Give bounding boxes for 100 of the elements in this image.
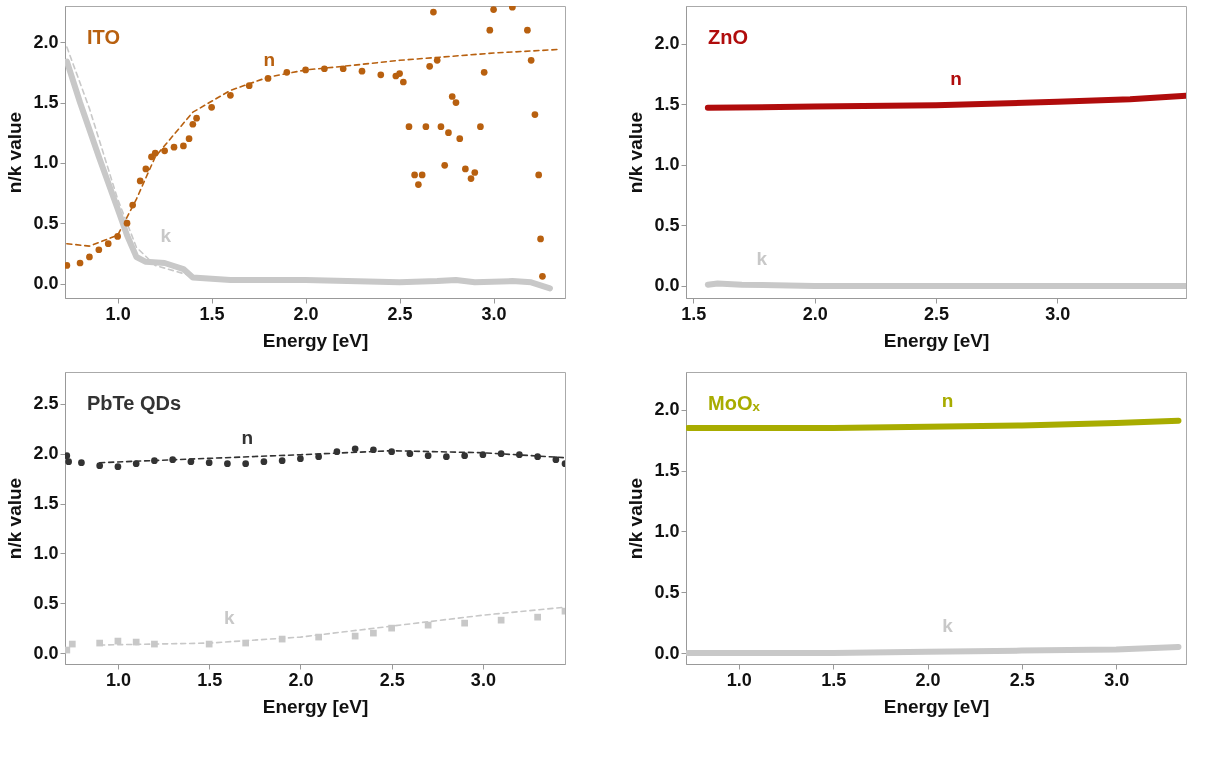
point [461,452,468,460]
point [68,640,76,648]
point [129,201,137,209]
point [448,93,456,100]
x-tick-label: 3.0 [1045,303,1071,324]
point [462,165,469,173]
point [76,259,84,267]
point [114,233,121,240]
y-tick-label: 1.5 [654,93,680,114]
point [180,142,187,150]
point [132,638,140,646]
point [418,171,426,179]
y-axis-title: n/k value [625,477,647,560]
x-axis-title: Energy [eV] [262,695,369,717]
point [242,460,250,468]
y-axis-title: n/k value [4,477,26,560]
y-tick-label: 1.0 [33,542,59,563]
point [339,65,347,73]
point [539,272,546,280]
y-tick-label: 1.5 [33,92,59,113]
point [142,165,150,173]
point [490,6,497,13]
text: MoOₓ [708,392,761,414]
point [321,65,328,73]
text: ZnO [708,26,748,48]
point [497,616,505,624]
point [151,149,159,157]
point [377,71,385,79]
point [297,455,304,463]
x-axis-title: Energy [eV] [883,695,990,717]
x-tick-label: 2.0 [288,669,314,690]
x-tick-label: 1.5 [821,669,847,690]
y-axis-title: n/k value [625,111,647,194]
text: PbTe QDs [87,392,182,414]
x-tick-label: 3.0 [481,303,507,324]
point [516,451,523,459]
y-tick-label: 2.0 [33,31,59,52]
point [169,456,177,464]
point [497,450,505,458]
y-tick-label: 2.0 [654,33,680,54]
point [185,135,193,143]
point [95,246,103,254]
point [477,123,484,131]
point [486,26,494,34]
x-tick-label: 2.0 [802,303,828,324]
point [151,457,158,465]
point [456,135,464,143]
point [422,123,430,131]
y-tick-label: 0.0 [654,642,680,663]
point [187,458,195,466]
point [242,639,250,647]
point [399,78,407,86]
x-tick-label: 1.0 [105,303,131,324]
point [480,69,488,76]
x-tick-label: 2.0 [293,303,319,324]
point [260,458,268,466]
x-tick-label: 1.5 [199,303,225,324]
point [189,120,197,128]
point [205,459,213,467]
point [114,463,122,471]
point [161,147,168,155]
point [527,56,535,64]
point [358,67,366,75]
point [333,448,341,456]
point [433,56,441,64]
y-tick-label: 0.0 [654,275,680,296]
point [443,453,450,461]
x-tick-label: 2.5 [923,303,950,324]
y-tick-label: 1.0 [33,152,59,173]
x-tick-label: 1.5 [681,303,707,324]
point [471,169,479,176]
point [537,235,544,243]
y-tick-label: 0.5 [33,592,59,613]
point [193,114,200,122]
point [509,6,516,11]
point [524,26,531,34]
y-tick-label: 2.5 [33,393,59,414]
point [531,111,539,118]
x-tick-label: 2.0 [915,669,941,690]
y-axis-title: n/k value [4,111,26,194]
y-tick-label: 0.5 [654,214,680,235]
point [406,450,414,458]
point [96,639,104,647]
point [264,75,272,82]
y-tick-label: 1.0 [654,154,680,175]
point [315,633,322,641]
point [430,8,437,16]
point [426,62,434,70]
point [396,70,403,77]
point [245,82,253,89]
point [437,123,445,131]
point [283,69,291,76]
y-tick-label: 1.5 [33,493,59,514]
point [534,453,541,461]
point [351,632,359,640]
point [65,458,72,466]
point [65,262,71,269]
series-label: n [950,68,962,90]
point [227,91,234,99]
point [224,460,231,468]
